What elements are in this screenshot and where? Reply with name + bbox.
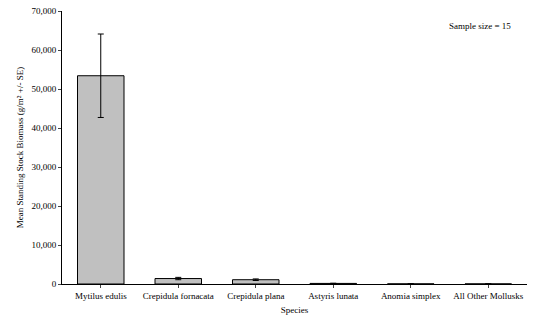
- svg-text:Crepidula fornacata: Crepidula fornacata: [143, 291, 214, 301]
- svg-text:Crepidula plana: Crepidula plana: [227, 291, 284, 301]
- svg-text:50,000: 50,000: [31, 84, 56, 94]
- svg-text:Mytilus edulis: Mytilus edulis: [75, 291, 127, 301]
- svg-text:40,000: 40,000: [31, 123, 56, 133]
- svg-text:0: 0: [52, 279, 57, 289]
- svg-text:All Other Mollusks: All Other Mollusks: [453, 291, 523, 301]
- svg-text:Species: Species: [281, 305, 309, 315]
- svg-text:60,000: 60,000: [31, 45, 56, 55]
- svg-text:20,000: 20,000: [31, 201, 56, 211]
- svg-text:Astyris lunata: Astyris lunata: [308, 291, 358, 301]
- svg-text:70,000: 70,000: [31, 6, 56, 16]
- svg-text:10,000: 10,000: [31, 240, 56, 250]
- svg-text:Mean Standing Stock Biomass (g: Mean Standing Stock Biomass (g/m² +/- SE…: [15, 67, 25, 228]
- svg-text:30,000: 30,000: [31, 162, 56, 172]
- svg-text:Anomia simplex: Anomia simplex: [381, 291, 441, 301]
- svg-text:Sample size = 15: Sample size = 15: [449, 21, 511, 31]
